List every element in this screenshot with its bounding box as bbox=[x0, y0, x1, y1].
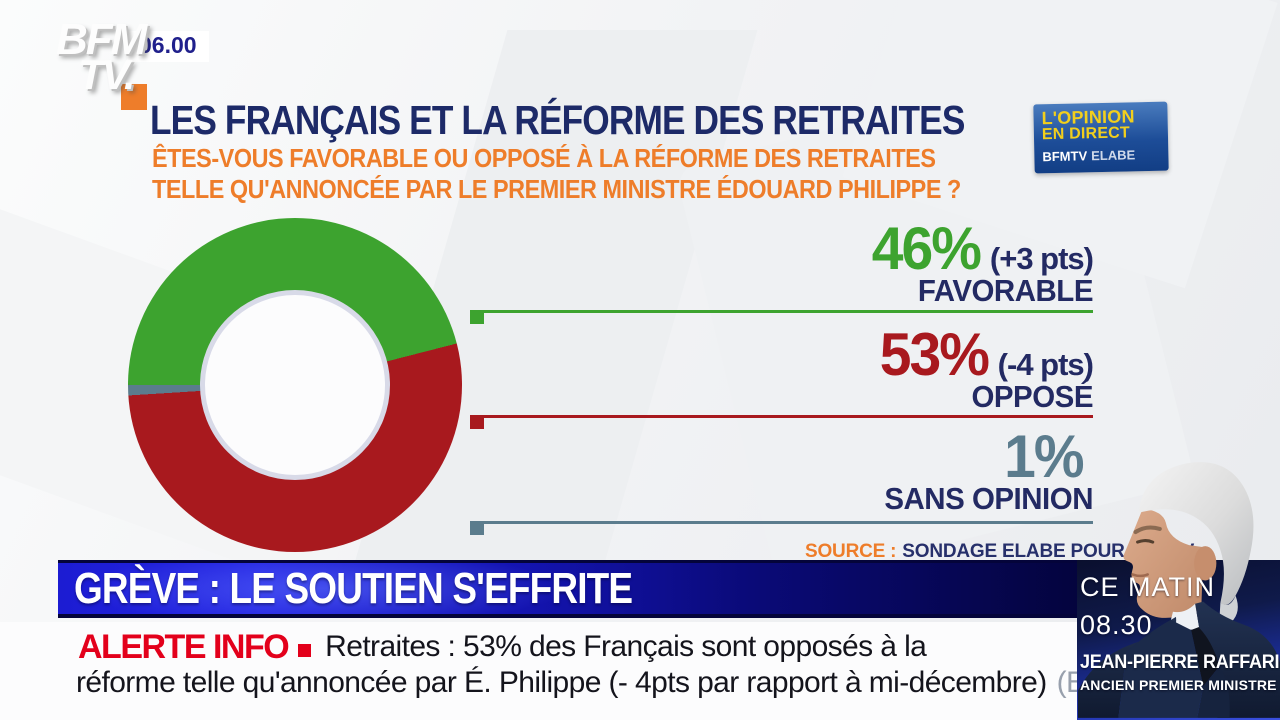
stat-value: 46% bbox=[871, 215, 982, 282]
title-bullet-square bbox=[121, 84, 147, 110]
result-row-no-opinion: 1% SANS OPINION bbox=[470, 423, 1093, 535]
stat-divider bbox=[470, 415, 1093, 429]
stat-divider-cap bbox=[470, 521, 484, 535]
poll-question-line1: ÊTES-VOUS FAVORABLE OU OPPOSÉ À LA RÉFOR… bbox=[152, 143, 936, 173]
stat-delta: (+3 pts) bbox=[989, 241, 1094, 276]
headline-text: GRÈVE : LE SOUTIEN S'EFFRITE bbox=[74, 563, 633, 613]
badge-brand: BFMTV bbox=[1042, 147, 1088, 164]
stat-divider-cap bbox=[470, 310, 484, 324]
poll-title: LES FRANÇAIS ET LA RÉFORME DES RETRAITES bbox=[150, 97, 965, 143]
headline-banner: GRÈVE : LE SOUTIEN S'EFFRITE bbox=[58, 560, 1077, 618]
result-row-favorable: 46% (+3 pts) FAVORABLE bbox=[470, 215, 1094, 324]
badge-line2: EN DIRECT bbox=[1041, 124, 1131, 144]
poll-source-text: SONDAGE ELABE POUR BFMTV bbox=[902, 541, 1195, 562]
stat-divider-cap bbox=[470, 415, 484, 429]
donut-chart bbox=[128, 218, 462, 552]
stat-divider bbox=[470, 310, 1093, 324]
opinion-badge: L'OPINION EN DIRECT BFMTV ELABE bbox=[1033, 101, 1169, 174]
guest-photo bbox=[1078, 462, 1280, 718]
donut-chart-hole bbox=[200, 290, 390, 480]
ticker-text-line1: Retraites : 53% des Français sont opposé… bbox=[325, 630, 927, 663]
upnext-guest-name: JEAN-PIERRE RAFFARIN bbox=[1080, 652, 1280, 673]
badge-partner: ELABE bbox=[1090, 146, 1136, 163]
stat-label: FAVORABLE bbox=[917, 273, 1094, 308]
stat-label: SANS OPINION bbox=[884, 481, 1093, 516]
channel-logo-line1: BFM bbox=[56, 15, 147, 64]
alert-bullet-square bbox=[298, 643, 312, 657]
ticker-row-1: ALERTE INFO Retraites : 53% des Français… bbox=[78, 628, 927, 666]
news-ticker: ALERTE INFO Retraites : 53% des Français… bbox=[0, 622, 1150, 720]
upnext-texts: CE MATIN 08.30 JEAN-PIERRE RAFFARIN ANCI… bbox=[1080, 572, 1280, 693]
ticker-row-2: réforme telle qu'annoncée par É. Philipp… bbox=[76, 666, 1150, 699]
badge-brands: BFMTV ELABE bbox=[1042, 146, 1160, 164]
stat-label: OPPOSÉ bbox=[971, 379, 1093, 414]
result-row-oppose: 53% (-4 pts) OPPOSÉ bbox=[470, 321, 1094, 429]
ticker-text-line2: réforme telle qu'annoncée par É. Philipp… bbox=[76, 666, 1047, 699]
stat-divider bbox=[470, 521, 1093, 535]
poll-source-label: SOURCE : bbox=[805, 541, 897, 562]
channel-logo-line2: TV. bbox=[78, 51, 135, 99]
upnext-time: 08.30 bbox=[1080, 610, 1153, 640]
poll-question-line2: TELLE QU'ANNONCÉE PAR LE PREMIER MINISTR… bbox=[152, 174, 961, 204]
stat-delta: (-4 pts) bbox=[997, 347, 1094, 382]
stat-value: 53% bbox=[879, 321, 989, 388]
channel-logo: BFM TV. bbox=[56, 18, 147, 99]
upnext-guest-title: ANCIEN PREMIER MINISTRE bbox=[1080, 677, 1277, 693]
alert-label: ALERTE INFO bbox=[78, 628, 290, 666]
poll-source: SOURCE : SONDAGE ELABE POUR BFMTV bbox=[805, 541, 1194, 563]
clock: 06.00 bbox=[127, 31, 209, 62]
stat-value: 1% bbox=[1004, 423, 1084, 490]
upnext-show-label: CE MATIN bbox=[1080, 572, 1215, 602]
